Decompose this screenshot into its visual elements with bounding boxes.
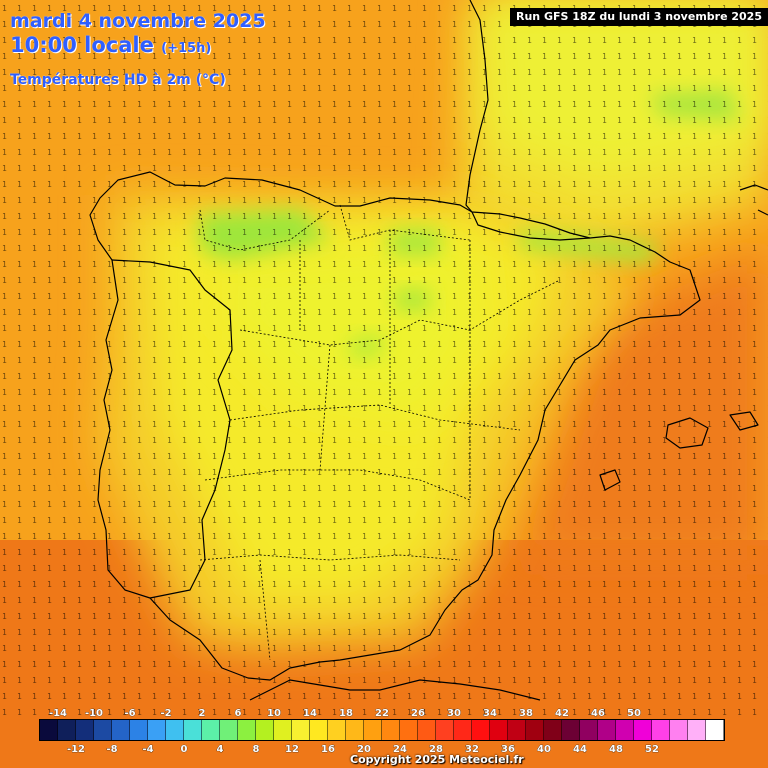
legend-label-top: 18 <box>339 708 353 719</box>
legend-label-bottom: 44 <box>573 744 587 755</box>
legend-label-top: 50 <box>627 708 641 719</box>
legend-swatch <box>130 720 148 740</box>
legend-swatch <box>148 720 166 740</box>
legend-swatch <box>328 720 346 740</box>
legend-swatch <box>472 720 490 740</box>
legend-label-top: 26 <box>411 708 425 719</box>
legend-swatch <box>652 720 670 740</box>
legend-label-bottom: 40 <box>537 744 551 755</box>
legend-label-top: -6 <box>124 708 135 719</box>
legend-swatch <box>382 720 400 740</box>
legend-swatch <box>544 720 562 740</box>
africa-coast <box>249 679 541 701</box>
legend-label-top: 10 <box>267 708 281 719</box>
legend-swatch <box>346 720 364 740</box>
legend-swatch <box>454 720 472 740</box>
forecast-time: 10:00 locale (+15h) <box>10 33 211 57</box>
copyright-notice: Copyright 2025 Meteociel.fr <box>350 753 524 766</box>
mallorca-island <box>665 417 709 449</box>
legend-swatch <box>490 720 508 740</box>
legend-label-bottom: 36 <box>501 744 515 755</box>
forecast-lead-time: (+15h) <box>161 41 212 56</box>
legend-label-bottom: -12 <box>67 744 85 755</box>
legend-label-top: -14 <box>49 708 67 719</box>
forecast-date: mardi 4 novembre 2025 <box>10 10 266 32</box>
legend-swatch <box>202 720 220 740</box>
legend-swatch <box>274 720 292 740</box>
legend-label-bottom: 52 <box>645 744 659 755</box>
legend-swatch <box>292 720 310 740</box>
legend-swatch <box>436 720 454 740</box>
parameter-title: Températures HD à 2m (°C) <box>10 72 226 88</box>
legend-swatch <box>94 720 112 740</box>
legend-label-top: 34 <box>483 708 497 719</box>
legend-swatch <box>166 720 184 740</box>
menorca-island <box>729 411 759 431</box>
legend-swatch <box>580 720 598 740</box>
legend-label-bottom: -4 <box>142 744 153 755</box>
legend-label-bottom: 20 <box>357 744 371 755</box>
ibiza-island <box>599 469 621 491</box>
legend-label-bottom: -8 <box>106 744 117 755</box>
legend-swatch <box>364 720 382 740</box>
legend-swatch <box>634 720 652 740</box>
legend-swatch <box>562 720 580 740</box>
legend-label-bottom: 48 <box>609 744 623 755</box>
legend-swatch <box>670 720 688 740</box>
legend-label-bottom: 8 <box>253 744 260 755</box>
legend-swatch <box>40 720 58 740</box>
legend-label-top: 38 <box>519 708 533 719</box>
legend-label-bottom: 0 <box>181 744 188 755</box>
color-scale-legend: -14 -10 -6 -2 2 6 10 14 18 22 26 30 34 38 42 46 50-12 -8-… <box>39 708 725 755</box>
legend-label-bottom: 32 <box>465 744 479 755</box>
legend-label-top: 6 <box>235 708 242 719</box>
legend-swatch <box>598 720 616 740</box>
forecast-time-label: 10:00 locale <box>10 33 154 57</box>
legend-label-bottom: 16 <box>321 744 335 755</box>
legend-swatch <box>400 720 418 740</box>
model-run-label: Run GFS 18Z du lundi 3 novembre 2025 <box>510 8 768 26</box>
coastlines <box>89 0 768 701</box>
legend-label-top: 46 <box>591 708 605 719</box>
legend-swatch <box>616 720 634 740</box>
france-coast <box>465 0 489 213</box>
legend-label-top: -2 <box>160 708 171 719</box>
legend-swatch <box>418 720 436 740</box>
legend-label-bottom: 12 <box>285 744 299 755</box>
legend-swatch <box>238 720 256 740</box>
legend-label-top: 2 <box>199 708 206 719</box>
iberia-coastline <box>89 171 701 681</box>
legend-swatch <box>688 720 706 740</box>
legend-swatch <box>508 720 526 740</box>
value-grid-texture <box>0 0 768 720</box>
legend-label-top: -10 <box>85 708 103 719</box>
sardinia-corsica <box>739 184 768 216</box>
legend-label-top: 22 <box>375 708 389 719</box>
legend-swatch <box>112 720 130 740</box>
legend-swatch <box>58 720 76 740</box>
legend-label-top: 14 <box>303 708 317 719</box>
admin-borders <box>199 204 561 661</box>
legend-swatch <box>220 720 238 740</box>
legend-swatch <box>526 720 544 740</box>
legend-swatch <box>256 720 274 740</box>
legend-label-bottom: 4 <box>217 744 224 755</box>
legend-label-bottom: 24 <box>393 744 407 755</box>
pyrenees-border <box>471 211 591 241</box>
legend-swatch <box>706 720 724 740</box>
legend-swatch <box>184 720 202 740</box>
legend-label-bottom: 28 <box>429 744 443 755</box>
legend-label-top: 42 <box>555 708 569 719</box>
legend-swatch <box>76 720 94 740</box>
portugal-border <box>111 259 233 599</box>
legend-label-top: 30 <box>447 708 461 719</box>
legend-swatch <box>310 720 328 740</box>
